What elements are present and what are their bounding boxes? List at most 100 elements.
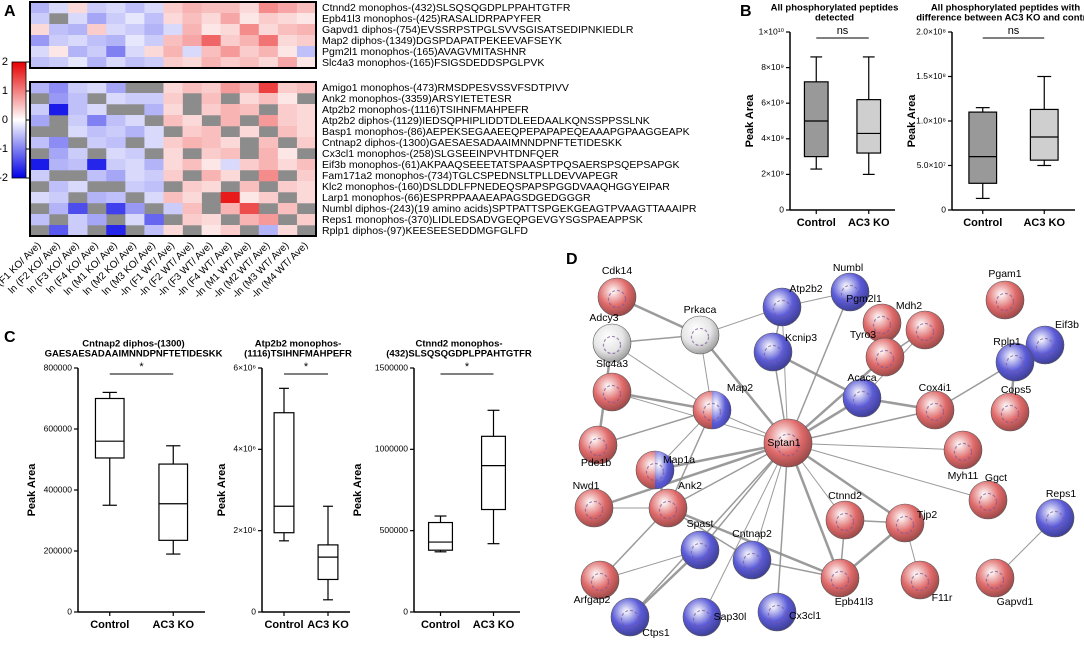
node-structure <box>690 327 710 347</box>
heat-cell <box>239 192 260 204</box>
heat-cell <box>296 115 317 127</box>
network-edge <box>787 442 989 501</box>
heat-cell <box>30 170 50 182</box>
heat-cell <box>201 82 221 94</box>
row-label: Gapvd1 diphos-(754)EVSSRPSTPGLSVVSGISATS… <box>322 24 634 36</box>
heat-cell <box>144 104 164 116</box>
heat-cell <box>125 126 145 138</box>
heat-cell <box>296 35 317 47</box>
heat-cell <box>220 115 241 127</box>
panel-label: C <box>4 329 16 346</box>
heat-cell <box>125 170 145 182</box>
row-label: Atp2b2 diphos-(1129)IEDSQPHIPLIDDTDLEEDA… <box>322 115 650 127</box>
heat-cell <box>68 148 88 160</box>
heat-cell <box>125 35 145 47</box>
y-tick-label: 6×10⁹ <box>761 97 784 107</box>
box <box>480 435 507 511</box>
heat-cell <box>239 203 260 215</box>
heat-cell <box>87 2 107 14</box>
heat-cell <box>106 159 126 171</box>
node-label: Gapvd1 <box>997 596 1034 608</box>
y-tick-label: 1×10¹⁰ <box>759 26 785 36</box>
node-structure <box>925 402 945 422</box>
node-label: Nwd1 <box>573 480 600 492</box>
heat-cell <box>144 93 164 105</box>
node-label: Atp2b2 <box>789 283 822 295</box>
heat-cell <box>106 13 126 25</box>
heat-cell <box>239 82 260 94</box>
row-label: Amigo1 monophos-(473)RMSDPESVSSVFSDTPIVV <box>322 82 569 94</box>
heat-cell <box>144 13 164 25</box>
heat-cell <box>144 35 164 47</box>
heat-cell <box>277 82 298 94</box>
heat-cell <box>258 82 279 94</box>
heat-cell <box>220 35 241 47</box>
heat-cell <box>30 137 50 149</box>
heat-cell <box>144 24 164 36</box>
heat-cell <box>68 2 88 14</box>
network-edge <box>611 342 713 411</box>
y-tick-label: 1.5×10⁸ <box>916 71 946 81</box>
heat-cell <box>163 93 183 105</box>
heat-cell <box>144 137 164 149</box>
x-tick-label: Control <box>421 619 460 631</box>
y-tick-label: 2×10⁶ <box>233 525 256 535</box>
node-label: Ggct <box>985 472 1007 484</box>
x-tick-label: Control <box>90 619 129 631</box>
network-edge <box>787 442 964 451</box>
heat-cell <box>220 203 241 215</box>
node-label: Mdh2 <box>896 300 922 312</box>
heat-cell <box>163 82 183 94</box>
heat-cell <box>30 115 50 127</box>
network-node <box>905 310 945 350</box>
heat-cell <box>106 46 126 58</box>
node-label: Cops5 <box>1001 384 1032 396</box>
heat-cell <box>258 35 279 47</box>
heat-cell <box>49 35 69 47</box>
heat-cell <box>106 24 126 36</box>
heat-cell <box>182 13 202 25</box>
heat-cell <box>68 214 88 226</box>
heat-cell <box>239 35 260 47</box>
row-label: Map2 diphos-(1349)DGSPDAPATPEKEEVAFSEYK <box>322 35 562 47</box>
chart-title: Atp2b2 monophos- <box>255 339 342 350</box>
heat-cell <box>125 181 145 193</box>
colorbar <box>11 61 27 179</box>
node-label: Cntnap2 <box>732 528 772 540</box>
heat-cell <box>201 13 221 25</box>
heat-cell <box>220 192 241 204</box>
network-node <box>680 530 720 570</box>
network-node <box>592 323 632 363</box>
network-node <box>753 332 793 372</box>
heat-cell <box>68 126 88 138</box>
heat-cell <box>163 57 183 69</box>
network: Numbl Cdk14 Atp2b2 Pgm2l1 Pgam1 Adcy3 Prkaca Kc… <box>573 262 1080 639</box>
panel-label: A <box>4 3 16 20</box>
heat-cell <box>87 126 107 138</box>
network-node <box>648 488 688 528</box>
heat-cell <box>163 115 183 127</box>
network-node <box>865 337 905 377</box>
heat-cell <box>68 203 88 215</box>
heat-cell <box>49 82 69 94</box>
network-edge <box>593 441 789 510</box>
heat-cell <box>296 159 317 171</box>
y-tick-label: 6×10⁶ <box>233 362 256 372</box>
node-label: Epb41l3 <box>835 596 874 608</box>
heat-cell <box>258 24 279 36</box>
heat-cell <box>182 181 202 193</box>
x-tick-label: AC3 KO <box>848 217 890 229</box>
node-structure <box>607 289 627 309</box>
heat-cell <box>68 93 88 105</box>
node-label: Cx3cl1 <box>789 610 821 622</box>
y-tick-label: 0 <box>67 606 72 616</box>
heat-cell <box>258 115 279 127</box>
heat-cell <box>220 46 241 58</box>
node-structure <box>620 609 640 629</box>
heat-cell <box>106 203 126 215</box>
heat-cell <box>163 137 183 149</box>
heat-cell <box>220 82 241 94</box>
heat-cell <box>163 159 183 171</box>
heat-cell <box>277 57 298 69</box>
heat-cell <box>296 181 317 193</box>
